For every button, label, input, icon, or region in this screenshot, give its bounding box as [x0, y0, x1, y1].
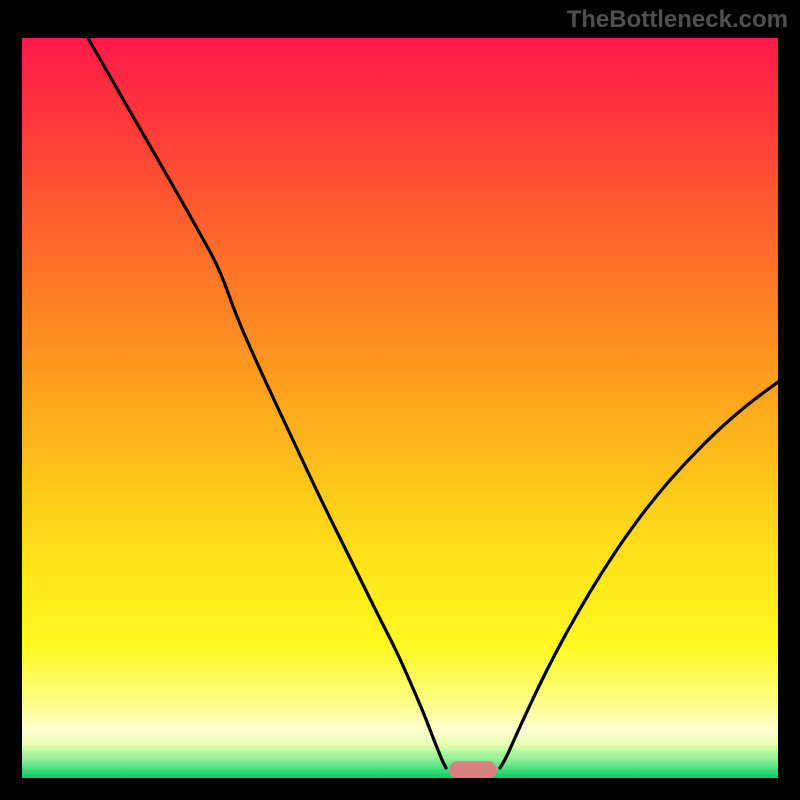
watermark-text: TheBottleneck.com: [567, 6, 788, 34]
plot-area: [22, 38, 778, 778]
curve-overlay: [22, 38, 778, 778]
right-curve: [500, 382, 778, 768]
left-curve: [88, 38, 446, 768]
bottleneck-marker: [449, 761, 497, 778]
